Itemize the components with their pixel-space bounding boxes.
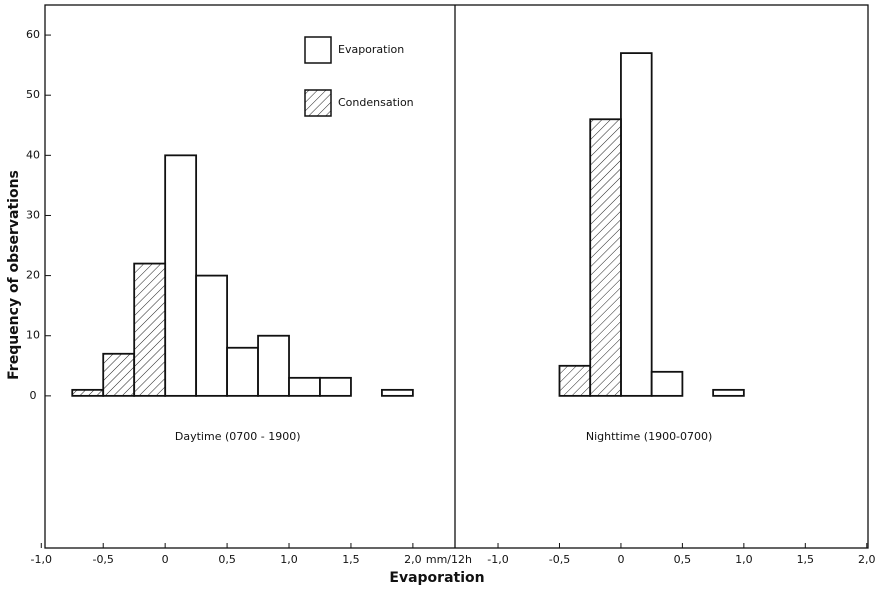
x-tick-label: 0,5 [674,553,692,566]
x-tick-label: 2,0 [404,553,422,566]
histogram-bar [226,346,259,397]
x-tick-label: 1,5 [342,553,360,566]
panel-label: Daytime (0700 - 1900) [175,430,301,443]
x-tick-label: -1,0 [31,553,52,566]
histogram-bar [319,376,352,397]
x-tick-label: 0,5 [218,553,236,566]
histogram-bar [381,388,414,397]
histogram-bar [620,52,653,397]
histogram-bar [589,118,622,397]
x-tick-label: -1,0 [487,553,508,566]
histogram-bar [164,154,198,397]
histogram-bar [650,370,684,397]
panel-label: Nighttime (1900-0700) [586,430,712,443]
legend-swatch [304,36,332,64]
legend-label: Evaporation [338,43,404,56]
x-unit: mm/12h [426,553,472,566]
y-tick-label: 10 [26,329,40,342]
x-axis-label: Evaporation [389,570,484,586]
histogram-bar [71,388,105,397]
histogram-bar [195,274,228,397]
x-tick-label: 2,0 [858,553,876,566]
legend-label: Condensation [338,96,414,109]
histogram-bar [288,376,321,397]
y-tick-label: 30 [26,208,40,221]
y-axis-label: Frequency of observations [6,170,22,380]
x-tick-label: 0 [162,553,169,566]
x-tick-label: -0,5 [549,553,570,566]
histogram-bar [102,352,136,397]
x-tick-label: 0 [617,553,624,566]
histogram-bar [712,388,745,397]
y-tick-label: 0 [30,389,37,402]
y-tick-label: 60 [26,28,40,41]
legend-swatch [304,89,332,117]
y-tick-label: 50 [26,88,40,101]
y-tick-label: 20 [26,269,40,282]
histogram-bar [133,262,167,397]
plot-frame [44,4,869,549]
x-tick-label: 1,0 [735,553,753,566]
y-tick-label: 40 [26,148,40,161]
x-tick-label: -0,5 [92,553,113,566]
histogram-bar [558,364,592,397]
histogram-bar [257,334,290,397]
x-tick-label: 1,0 [280,553,298,566]
x-tick-label: 1,5 [797,553,815,566]
